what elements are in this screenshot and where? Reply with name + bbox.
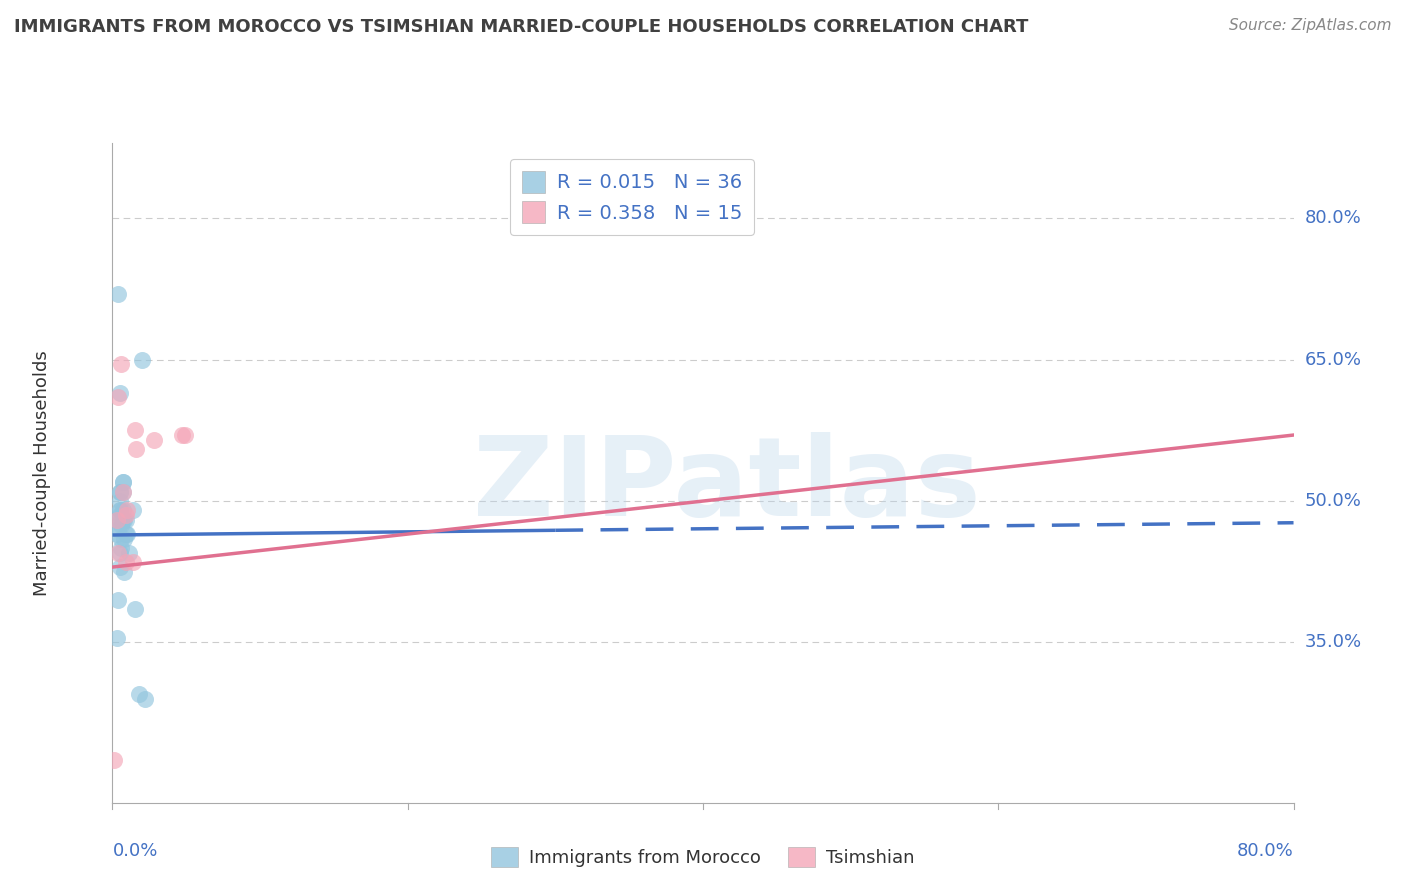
Point [108,560,131,574]
Point [111,513,134,527]
Point [173,428,195,442]
Point [125,442,148,457]
Point [108,385,131,400]
Point [108,494,131,508]
Point [112,565,135,579]
Text: 80.0%: 80.0% [1237,842,1294,861]
Point [107,390,129,404]
Point [107,522,129,536]
Point [114,513,136,527]
Point [107,513,129,527]
Point [107,546,129,560]
Point [108,503,131,517]
Text: 65.0%: 65.0% [1305,351,1361,368]
Point [111,475,134,490]
Point [108,484,131,499]
Point [110,513,132,527]
Point [110,532,132,546]
Point [112,513,135,527]
Text: 35.0%: 35.0% [1305,633,1362,651]
Point [112,532,135,546]
Point [134,692,156,706]
Point [108,546,131,560]
Point [128,687,150,701]
Point [105,631,128,645]
Point [105,513,128,527]
Point [111,484,134,499]
Legend: Immigrants from Morocco, Tsimshian: Immigrants from Morocco, Tsimshian [484,839,922,874]
Point [110,541,132,556]
Legend: R = 0.015   N = 36, R = 0.358   N = 15: R = 0.015 N = 36, R = 0.358 N = 15 [510,159,754,235]
Point [110,517,132,532]
Point [131,352,153,367]
Point [108,508,131,523]
Point [105,527,128,541]
Point [124,423,146,437]
Point [107,593,129,607]
Text: 50.0%: 50.0% [1305,492,1361,510]
Point [122,555,145,569]
Point [108,484,131,499]
Point [110,357,132,371]
Text: 0.0%: 0.0% [112,842,157,861]
Text: Married-couple Households: Married-couple Households [32,350,51,596]
Point [117,503,138,517]
Point [118,546,141,560]
Point [122,503,145,517]
Point [107,286,129,301]
Point [111,484,134,499]
Text: 80.0%: 80.0% [1305,209,1361,227]
Point [108,503,131,517]
Point [142,433,165,447]
Point [117,527,138,541]
Point [111,475,134,490]
Point [114,527,136,541]
Point [103,753,125,767]
Text: IMMIGRANTS FROM MOROCCO VS TSIMSHIAN MARRIED-COUPLE HOUSEHOLDS CORRELATION CHART: IMMIGRANTS FROM MOROCCO VS TSIMSHIAN MAR… [14,18,1028,36]
Text: Source: ZipAtlas.com: Source: ZipAtlas.com [1229,18,1392,33]
Point [114,555,136,569]
Text: ZIPatlas: ZIPatlas [472,433,980,540]
Point [114,508,136,523]
Point [124,602,146,616]
Point [170,428,193,442]
Point [111,503,134,517]
